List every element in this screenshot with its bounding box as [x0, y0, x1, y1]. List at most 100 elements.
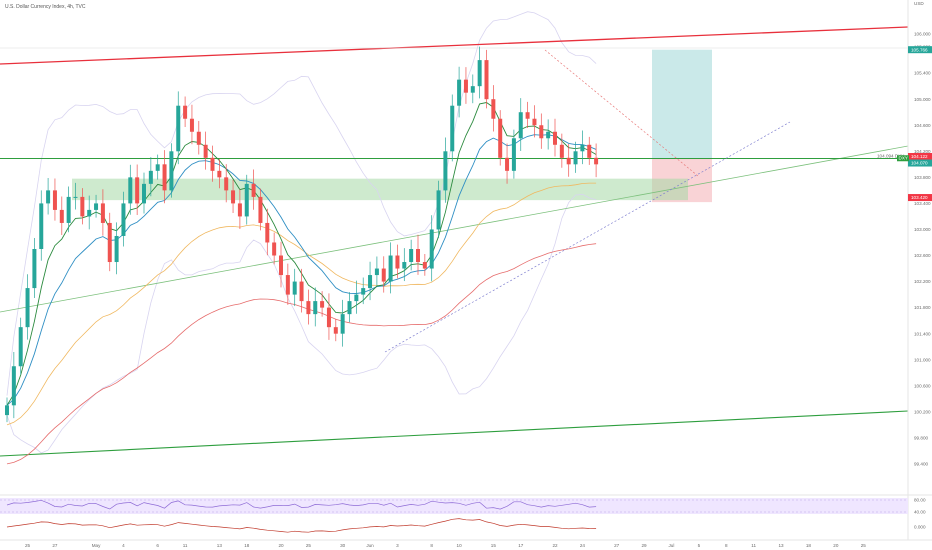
- candle-body: [402, 262, 407, 269]
- time-tick-label: 30: [340, 543, 346, 548]
- candle-body: [224, 177, 229, 191]
- candle-body: [196, 131, 201, 145]
- candle-body: [107, 222, 112, 263]
- rising-trend-line: [0, 145, 909, 313]
- time-tick-label: 24: [580, 543, 586, 548]
- ema-slow-line: [6, 182, 597, 426]
- price-tag-label: 104.070: [911, 161, 928, 166]
- price-tag: [908, 46, 932, 54]
- oscillator-level-label: 0.000: [914, 525, 926, 530]
- candle-body: [354, 294, 359, 302]
- candle-body: [210, 157, 215, 171]
- time-tick-label: 13: [778, 543, 784, 548]
- time-tick-label: 22: [552, 543, 558, 548]
- time-tick-label: 8: [725, 543, 728, 548]
- time-tick-label: Jul: [669, 543, 675, 548]
- price-tick-label: 103.000: [914, 227, 931, 232]
- candle-body: [162, 164, 167, 191]
- candle-body: [32, 249, 37, 289]
- price-tick-label: 100.200: [914, 409, 931, 414]
- candle-body: [135, 177, 140, 204]
- lower-channel-line: [0, 410, 909, 457]
- time-tick-label: 18: [244, 543, 250, 548]
- candle-body: [395, 255, 400, 269]
- candle-body: [532, 118, 537, 126]
- candle-body: [580, 144, 585, 152]
- candle-body: [217, 170, 222, 178]
- price-tag: [908, 153, 932, 161]
- candle-body: [361, 288, 366, 295]
- candle-body: [326, 307, 331, 328]
- time-tick-label: 20: [833, 543, 839, 548]
- candle-body: [333, 327, 338, 334]
- candle-body: [66, 196, 71, 223]
- candle-body: [409, 249, 414, 263]
- candle-body: [539, 125, 544, 139]
- candle-body: [594, 157, 599, 165]
- symbol-tag: [897, 155, 909, 162]
- candle-body: [46, 190, 51, 204]
- candle-body: [470, 86, 475, 93]
- time-tick-label: 20: [278, 543, 284, 548]
- time-tick-label: 25: [25, 543, 31, 548]
- price-tick-label: 102.600: [914, 253, 931, 258]
- symbol-tag-label: DXY: [899, 156, 908, 161]
- price-tick-label: 106.000: [914, 32, 931, 37]
- candle-body: [587, 144, 592, 158]
- candle-body: [272, 242, 277, 256]
- candle-body: [25, 288, 30, 328]
- candle-body: [505, 157, 510, 171]
- price-tick-label: 99.400: [914, 462, 928, 467]
- time-tick-label: 27: [614, 543, 620, 548]
- candle-body: [94, 203, 99, 210]
- oscillator-level-label: 40.00: [914, 510, 926, 515]
- time-tick-label: 13: [217, 543, 223, 548]
- price-tag-label: 105.766: [911, 47, 928, 52]
- price-tick-label: 105.400: [914, 71, 931, 76]
- rsi-band: [0, 498, 908, 514]
- dashed-support-line: [384, 121, 791, 353]
- candle-body: [237, 203, 242, 217]
- bollinger-upper: [6, 11, 597, 396]
- candle-body: [231, 190, 236, 204]
- time-tick-label: 27: [52, 543, 58, 548]
- candle-body: [477, 60, 482, 87]
- candle-body: [388, 255, 393, 282]
- dashed-resistance-line: [544, 49, 699, 177]
- time-tick-label: Jun: [366, 543, 374, 548]
- time-tick-label: 8: [430, 543, 433, 548]
- candle-body: [128, 177, 133, 204]
- price-tick-label: 105.000: [914, 97, 931, 102]
- candle-body: [285, 275, 290, 295]
- candle-body: [511, 138, 516, 171]
- candle-body: [52, 190, 57, 210]
- candle-body: [73, 196, 78, 198]
- price-tick-label: 100.600: [914, 383, 931, 388]
- chart-title: U.S. Dollar Currency Index, 4h, TVC: [5, 4, 86, 10]
- target-zone: [652, 49, 712, 159]
- candle-body: [546, 131, 551, 139]
- candle-body: [573, 151, 578, 165]
- candle-body: [484, 60, 489, 100]
- oscillator-pane: 80.00 40.00 0.000: [0, 498, 926, 533]
- time-tick-label: 10: [457, 543, 463, 548]
- price-tick-label: 104.200: [914, 149, 931, 154]
- price-tag-label: 103.420: [911, 195, 928, 200]
- candle-body: [340, 314, 345, 334]
- price-tick-label: 103.400: [914, 201, 931, 206]
- candle-body: [306, 301, 311, 315]
- candle-body: [121, 203, 126, 236]
- price-axis: 106.000105.800105.400105.000104.600104.2…: [877, 0, 932, 540]
- candle-body: [18, 327, 23, 367]
- candle-body: [5, 405, 9, 416]
- time-tick-label: 11: [751, 543, 756, 548]
- ema-fast-line: [6, 102, 597, 406]
- time-tick-label: 29: [641, 543, 647, 548]
- candle-body: [292, 281, 297, 295]
- candle-body: [566, 157, 571, 165]
- candle-body: [491, 99, 496, 119]
- time-tick-label: 25: [306, 543, 312, 548]
- time-tick-label: May: [92, 543, 101, 548]
- price-tag: [908, 159, 932, 167]
